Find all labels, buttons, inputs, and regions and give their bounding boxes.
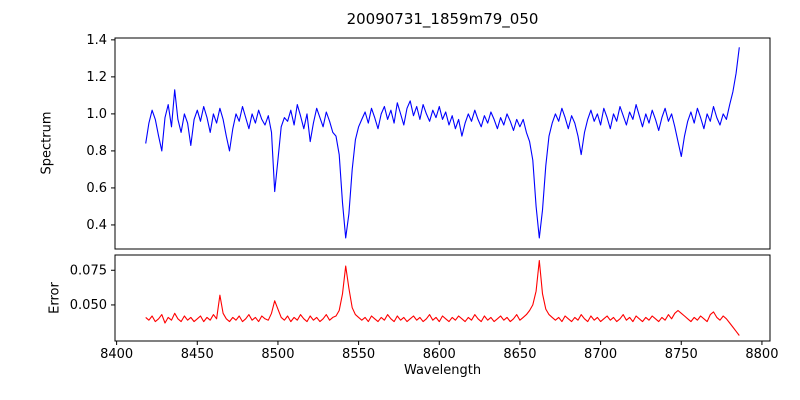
y-tick-label: 0.075 <box>70 263 107 278</box>
x-tick-label: 8700 <box>584 347 617 362</box>
x-tick-label: 8650 <box>503 347 536 362</box>
x-tick-label: 8600 <box>423 347 456 362</box>
y-tick-label: 0.4 <box>86 218 107 233</box>
error-line <box>145 259 740 336</box>
x-axis-label: Wavelength <box>403 363 482 378</box>
y-tick-label: 1.4 <box>86 33 107 48</box>
x-tick-label: 8550 <box>342 347 375 362</box>
spectrum-panel-frame <box>114 37 771 250</box>
x-tick-label: 8750 <box>665 347 698 362</box>
y-tick-label: 0.6 <box>86 181 107 196</box>
x-tick-label: 8450 <box>181 347 214 362</box>
error-panel-frame <box>114 254 771 342</box>
y-tick-label: 1.0 <box>86 107 107 122</box>
y-tick-label: 0.8 <box>86 144 107 159</box>
chart-title: 20090731_1859m79_050 <box>346 10 539 28</box>
x-tick-label: 8800 <box>745 347 778 362</box>
x-tick-label: 8500 <box>261 347 294 362</box>
x-tick-label: 8400 <box>100 347 133 362</box>
y-tick-label: 1.2 <box>86 70 107 85</box>
spectrum-line <box>145 47 740 239</box>
y-tick-label: 0.050 <box>70 298 107 313</box>
